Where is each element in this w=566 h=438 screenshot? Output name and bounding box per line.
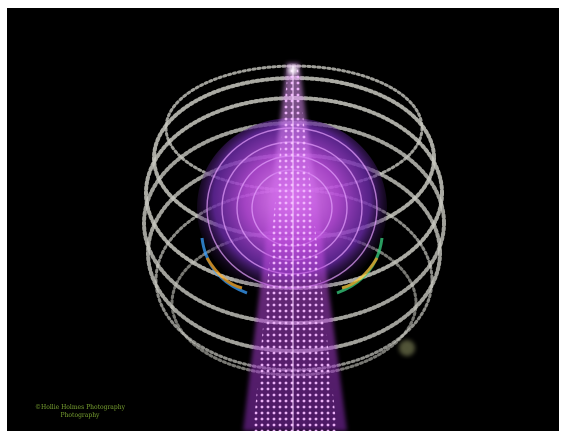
night-photo: ©Hollie Holmes Photography Photography [7, 8, 559, 431]
light-trail-illustration [142, 63, 446, 431]
watermark-line1: ©Hollie Holmes Photography [35, 404, 125, 411]
watermark-line2: Photography [60, 412, 100, 419]
photographer-watermark: ©Hollie Holmes Photography Photography [25, 404, 135, 420]
